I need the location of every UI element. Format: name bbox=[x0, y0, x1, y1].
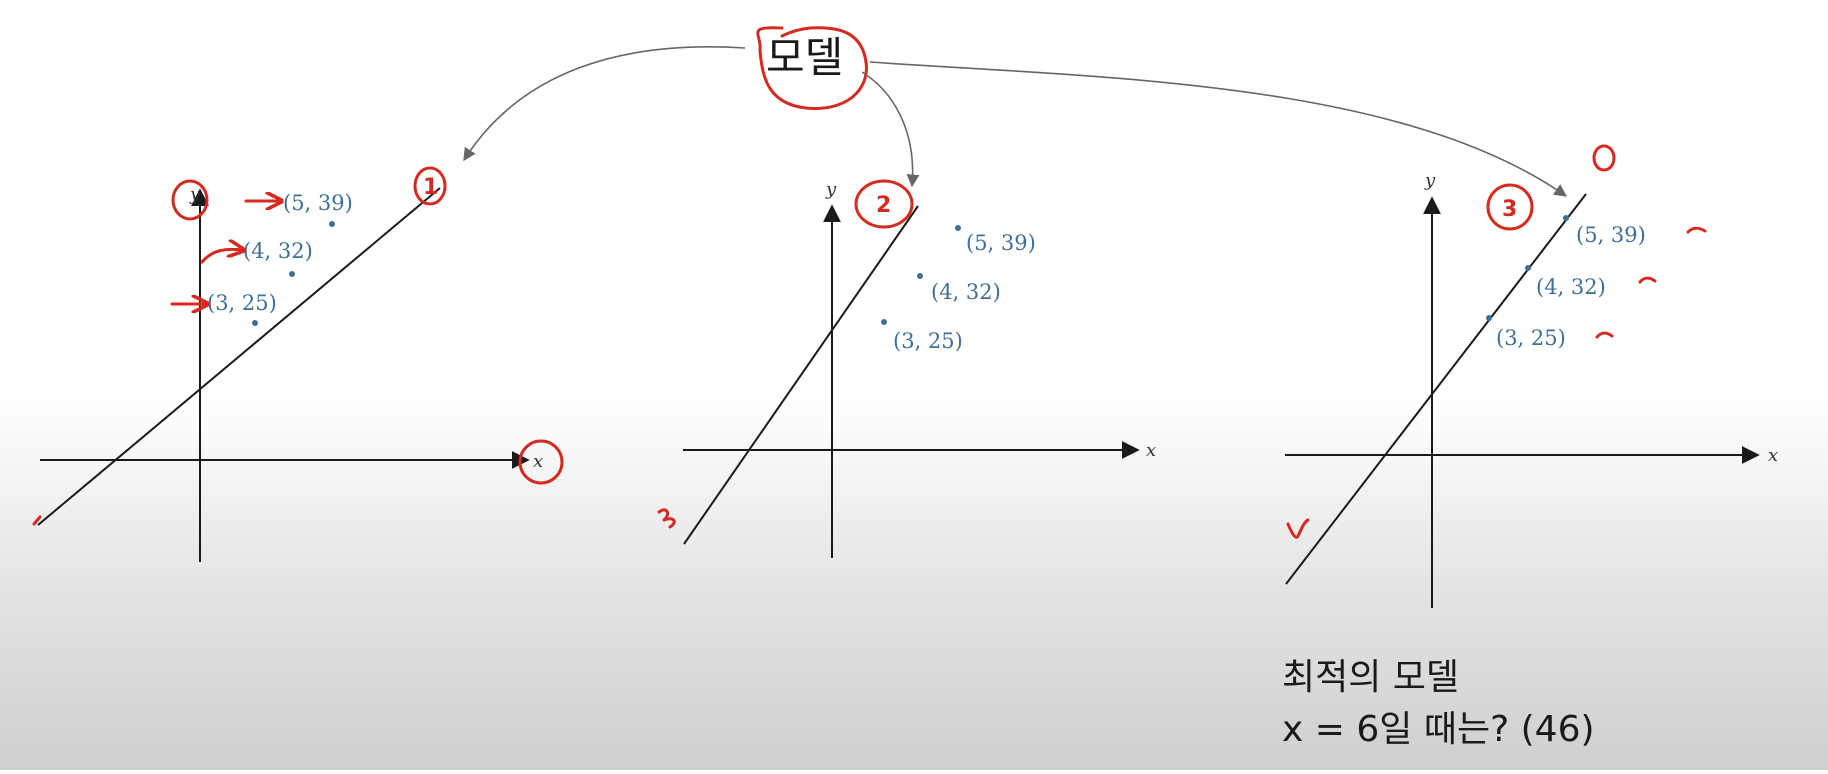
arrow-to-model-1 bbox=[463, 46, 746, 162]
red-arrow bbox=[200, 249, 242, 264]
red-tick bbox=[32, 515, 42, 526]
x-axis-circle bbox=[518, 439, 564, 485]
chart-model-3: x y (3, 25) (4, 32) (5, 39) 3 bbox=[1285, 144, 1778, 608]
title-circle bbox=[756, 26, 868, 110]
model-number-2: 2 bbox=[876, 193, 891, 218]
red-tick bbox=[1686, 226, 1707, 234]
model-number-circle bbox=[413, 166, 447, 206]
data-point bbox=[955, 225, 961, 231]
data-point bbox=[252, 320, 258, 326]
data-point bbox=[917, 273, 923, 279]
y-axis-circle bbox=[171, 179, 209, 221]
x-axis-label: x bbox=[533, 451, 543, 472]
model-number-circle bbox=[854, 179, 914, 229]
data-point bbox=[1563, 215, 1569, 221]
red-circle-mark bbox=[1592, 144, 1616, 172]
point-label: (5, 39) bbox=[966, 231, 1036, 255]
chart-model-2: x y (3, 25) (4, 32) (5, 39) 2 bbox=[657, 179, 1156, 558]
y-axis-label: y bbox=[1424, 170, 1436, 191]
model-title: 모델 bbox=[766, 33, 843, 82]
model-number-1: 1 bbox=[423, 175, 438, 200]
point-label: (4, 32) bbox=[1536, 275, 1606, 299]
point-label: (4, 32) bbox=[243, 239, 313, 263]
red-tick bbox=[1595, 331, 1614, 339]
arrow-to-model-3 bbox=[869, 61, 1568, 197]
model-line bbox=[1285, 193, 1587, 585]
arrow-to-model-2 bbox=[861, 71, 920, 188]
model-number-3: 3 bbox=[1502, 197, 1517, 222]
point-label: (3, 25) bbox=[207, 291, 277, 315]
data-point bbox=[289, 271, 295, 277]
x-axis-label: x bbox=[1768, 445, 1778, 466]
red-tick bbox=[1638, 276, 1657, 284]
data-point bbox=[1525, 265, 1531, 271]
point-label: (5, 39) bbox=[283, 191, 353, 215]
caption-best-model: 최적의 모델 bbox=[1282, 657, 1460, 698]
data-point bbox=[329, 221, 335, 227]
model-line bbox=[37, 187, 441, 526]
caption-question: x = 6일 때는? (46) bbox=[1282, 709, 1595, 750]
data-point bbox=[1486, 315, 1492, 321]
y-axis-label: y bbox=[825, 179, 837, 200]
point-label: (5, 39) bbox=[1576, 223, 1646, 247]
model-number-circle bbox=[1486, 183, 1534, 231]
point-label: (4, 32) bbox=[931, 280, 1001, 304]
data-point bbox=[881, 319, 887, 325]
chart-model-1: x y (3, 25) (4, 32) (5, 39) 1 bbox=[32, 166, 564, 562]
red-tick bbox=[657, 508, 676, 529]
model-line bbox=[683, 205, 919, 545]
x-axis-label: x bbox=[1146, 440, 1156, 461]
point-label: (3, 25) bbox=[893, 329, 963, 353]
y-axis-label: y bbox=[189, 184, 201, 205]
point-label: (3, 25) bbox=[1496, 326, 1566, 350]
red-tick bbox=[1286, 518, 1310, 539]
